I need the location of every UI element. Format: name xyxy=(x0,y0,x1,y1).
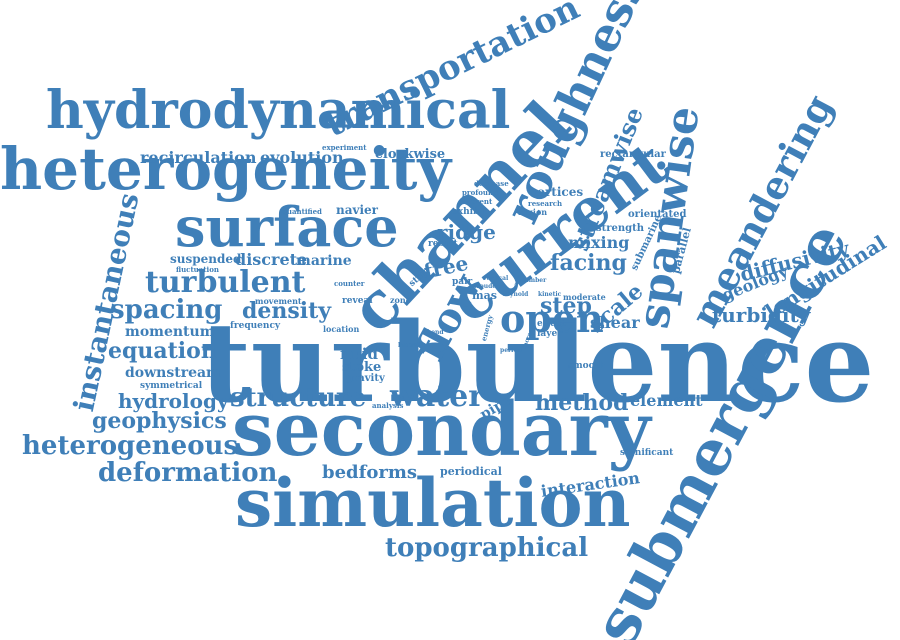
word-lateral: lateral xyxy=(398,342,421,349)
word-location: location xyxy=(323,324,360,334)
word-fluid: fluid xyxy=(340,345,378,363)
word-turbulent: turbulent xyxy=(145,265,306,300)
word-surface: surface xyxy=(175,195,399,259)
word-rectangular: rectangular xyxy=(600,149,666,160)
word-symmetrical: symmetrical xyxy=(140,381,203,391)
word-suspended: suspended xyxy=(170,252,242,266)
word-turbidity: turbidity xyxy=(712,303,811,327)
word-heterogeneity: heterogeneity xyxy=(0,135,452,203)
word-layer: layer xyxy=(537,329,562,339)
word-hydrology: hydrology xyxy=(118,389,229,413)
word-counter: counter xyxy=(334,279,365,288)
word-ridge: ridge xyxy=(437,220,496,244)
word-moderate: moderate xyxy=(563,292,606,302)
word-shear: shear xyxy=(590,313,640,332)
word-significant: significant xyxy=(620,448,674,458)
word-fluctuation: fluctuation xyxy=(176,265,219,274)
word-navier: navier xyxy=(336,203,378,217)
word-downstream: downstream xyxy=(125,365,221,381)
word-density: density xyxy=(242,298,332,324)
word-bedforms: bedforms xyxy=(322,462,418,483)
word-facing: facing xyxy=(550,250,627,276)
word-clockwise: clockwise xyxy=(375,147,446,162)
word-structure: structure xyxy=(230,383,367,413)
word-research: research xyxy=(528,199,563,208)
word-discrete: discrete xyxy=(235,250,308,269)
word-heterogeneous: heterogeneous xyxy=(22,431,239,461)
word-exhibit: exhibit xyxy=(452,207,487,217)
word-mas: mas xyxy=(472,289,497,302)
word-momentum: momentum xyxy=(125,324,215,340)
word-frequency: frequency xyxy=(230,321,281,331)
word-experiment: experiment xyxy=(322,143,367,152)
word-movement: movement xyxy=(255,296,302,306)
word-mixing: mixing xyxy=(568,233,630,252)
word-turbulence: turbulence xyxy=(200,298,875,427)
word-reynold: reynold xyxy=(503,291,529,298)
word-vortices: vortices xyxy=(530,185,584,199)
word-number: number xyxy=(520,277,547,284)
word-period: period xyxy=(500,347,522,354)
word-bend: bend xyxy=(427,329,444,336)
word-open: open xyxy=(500,296,604,341)
word-evolution: evolution xyxy=(260,148,344,167)
word-analysis: analysis xyxy=(372,401,404,410)
word-reveal: reveal xyxy=(342,296,373,306)
word-marine: marine xyxy=(296,253,352,269)
word-method: method xyxy=(535,390,629,416)
word-recirculation: recirculation xyxy=(140,148,257,167)
word-strength: strength xyxy=(596,223,645,234)
word-smooth: smooth xyxy=(568,361,606,371)
word-secondary: secondary xyxy=(232,387,651,473)
word-froude: froude xyxy=(474,283,497,290)
word-hydrodynamical: hydrodynamical xyxy=(46,80,511,141)
word-profound: profound xyxy=(462,188,499,197)
word-vertical: vertical xyxy=(483,275,509,282)
word-spacing: spacing xyxy=(110,295,223,325)
word-water: water xyxy=(390,379,485,414)
word-orientated: orientated xyxy=(628,209,687,220)
word-simulation: simulation xyxy=(235,464,631,542)
word-region: region xyxy=(518,207,548,217)
word-different: different xyxy=(458,197,493,206)
word-topographical: topographical xyxy=(385,533,589,563)
word-gravity: gravity xyxy=(346,373,385,384)
word-pair: pair xyxy=(452,277,473,287)
word-step: step xyxy=(540,293,592,319)
word-effect: effect xyxy=(537,319,566,329)
word-deformation: deformation xyxy=(98,458,278,488)
word-periodical: periodical xyxy=(440,465,502,478)
word-stoke: stoke xyxy=(342,360,382,375)
word-quantified: quantified xyxy=(282,207,322,216)
word-decrease: decrease xyxy=(474,179,509,188)
word-geophysics: geophysics xyxy=(92,408,227,434)
word-element: element xyxy=(630,391,703,410)
word-result: result xyxy=(428,239,458,249)
word-equation: equation xyxy=(108,338,217,364)
word-zone: zone xyxy=(390,295,411,305)
word-kinetic: kinetic xyxy=(538,291,562,298)
